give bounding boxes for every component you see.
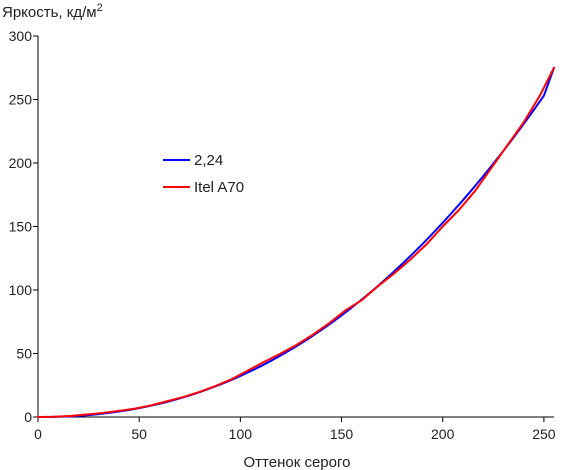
y-tick-label: 300 (9, 28, 33, 44)
x-tick-label: 200 (431, 426, 455, 442)
series-line-2 (37, 66, 555, 418)
x-tick-label: 100 (229, 426, 253, 442)
y-tick-label: 50 (16, 346, 32, 362)
y-tick-label: 200 (9, 155, 33, 171)
series-line-1 (37, 66, 555, 418)
x-tick-label: 0 (34, 426, 42, 442)
y-tick-label: 100 (9, 282, 33, 298)
legend-label: Itel A70 (194, 179, 244, 196)
x-tick-label: 150 (330, 426, 354, 442)
y-axis-title-superscript: 2 (97, 2, 103, 14)
y-tick-label: 0 (24, 409, 32, 425)
y-tick-label: 150 (9, 219, 33, 235)
x-tick-label: 250 (532, 426, 556, 442)
x-axis-title: Оттенок серого (244, 454, 351, 470)
y-axis-title-text: Яркость, кд/м (2, 4, 97, 21)
y-axis-title: Яркость, кд/м2 (2, 2, 103, 21)
legend-label: 2,24 (194, 152, 223, 169)
y-tick-label: 250 (9, 92, 33, 108)
legend: 2,24 Itel A70 (163, 152, 244, 196)
x-tick-label: 50 (131, 426, 147, 442)
plot-area: 0 50 100 150 200 250 300 0 50 100 150 200 250 (9, 28, 556, 442)
